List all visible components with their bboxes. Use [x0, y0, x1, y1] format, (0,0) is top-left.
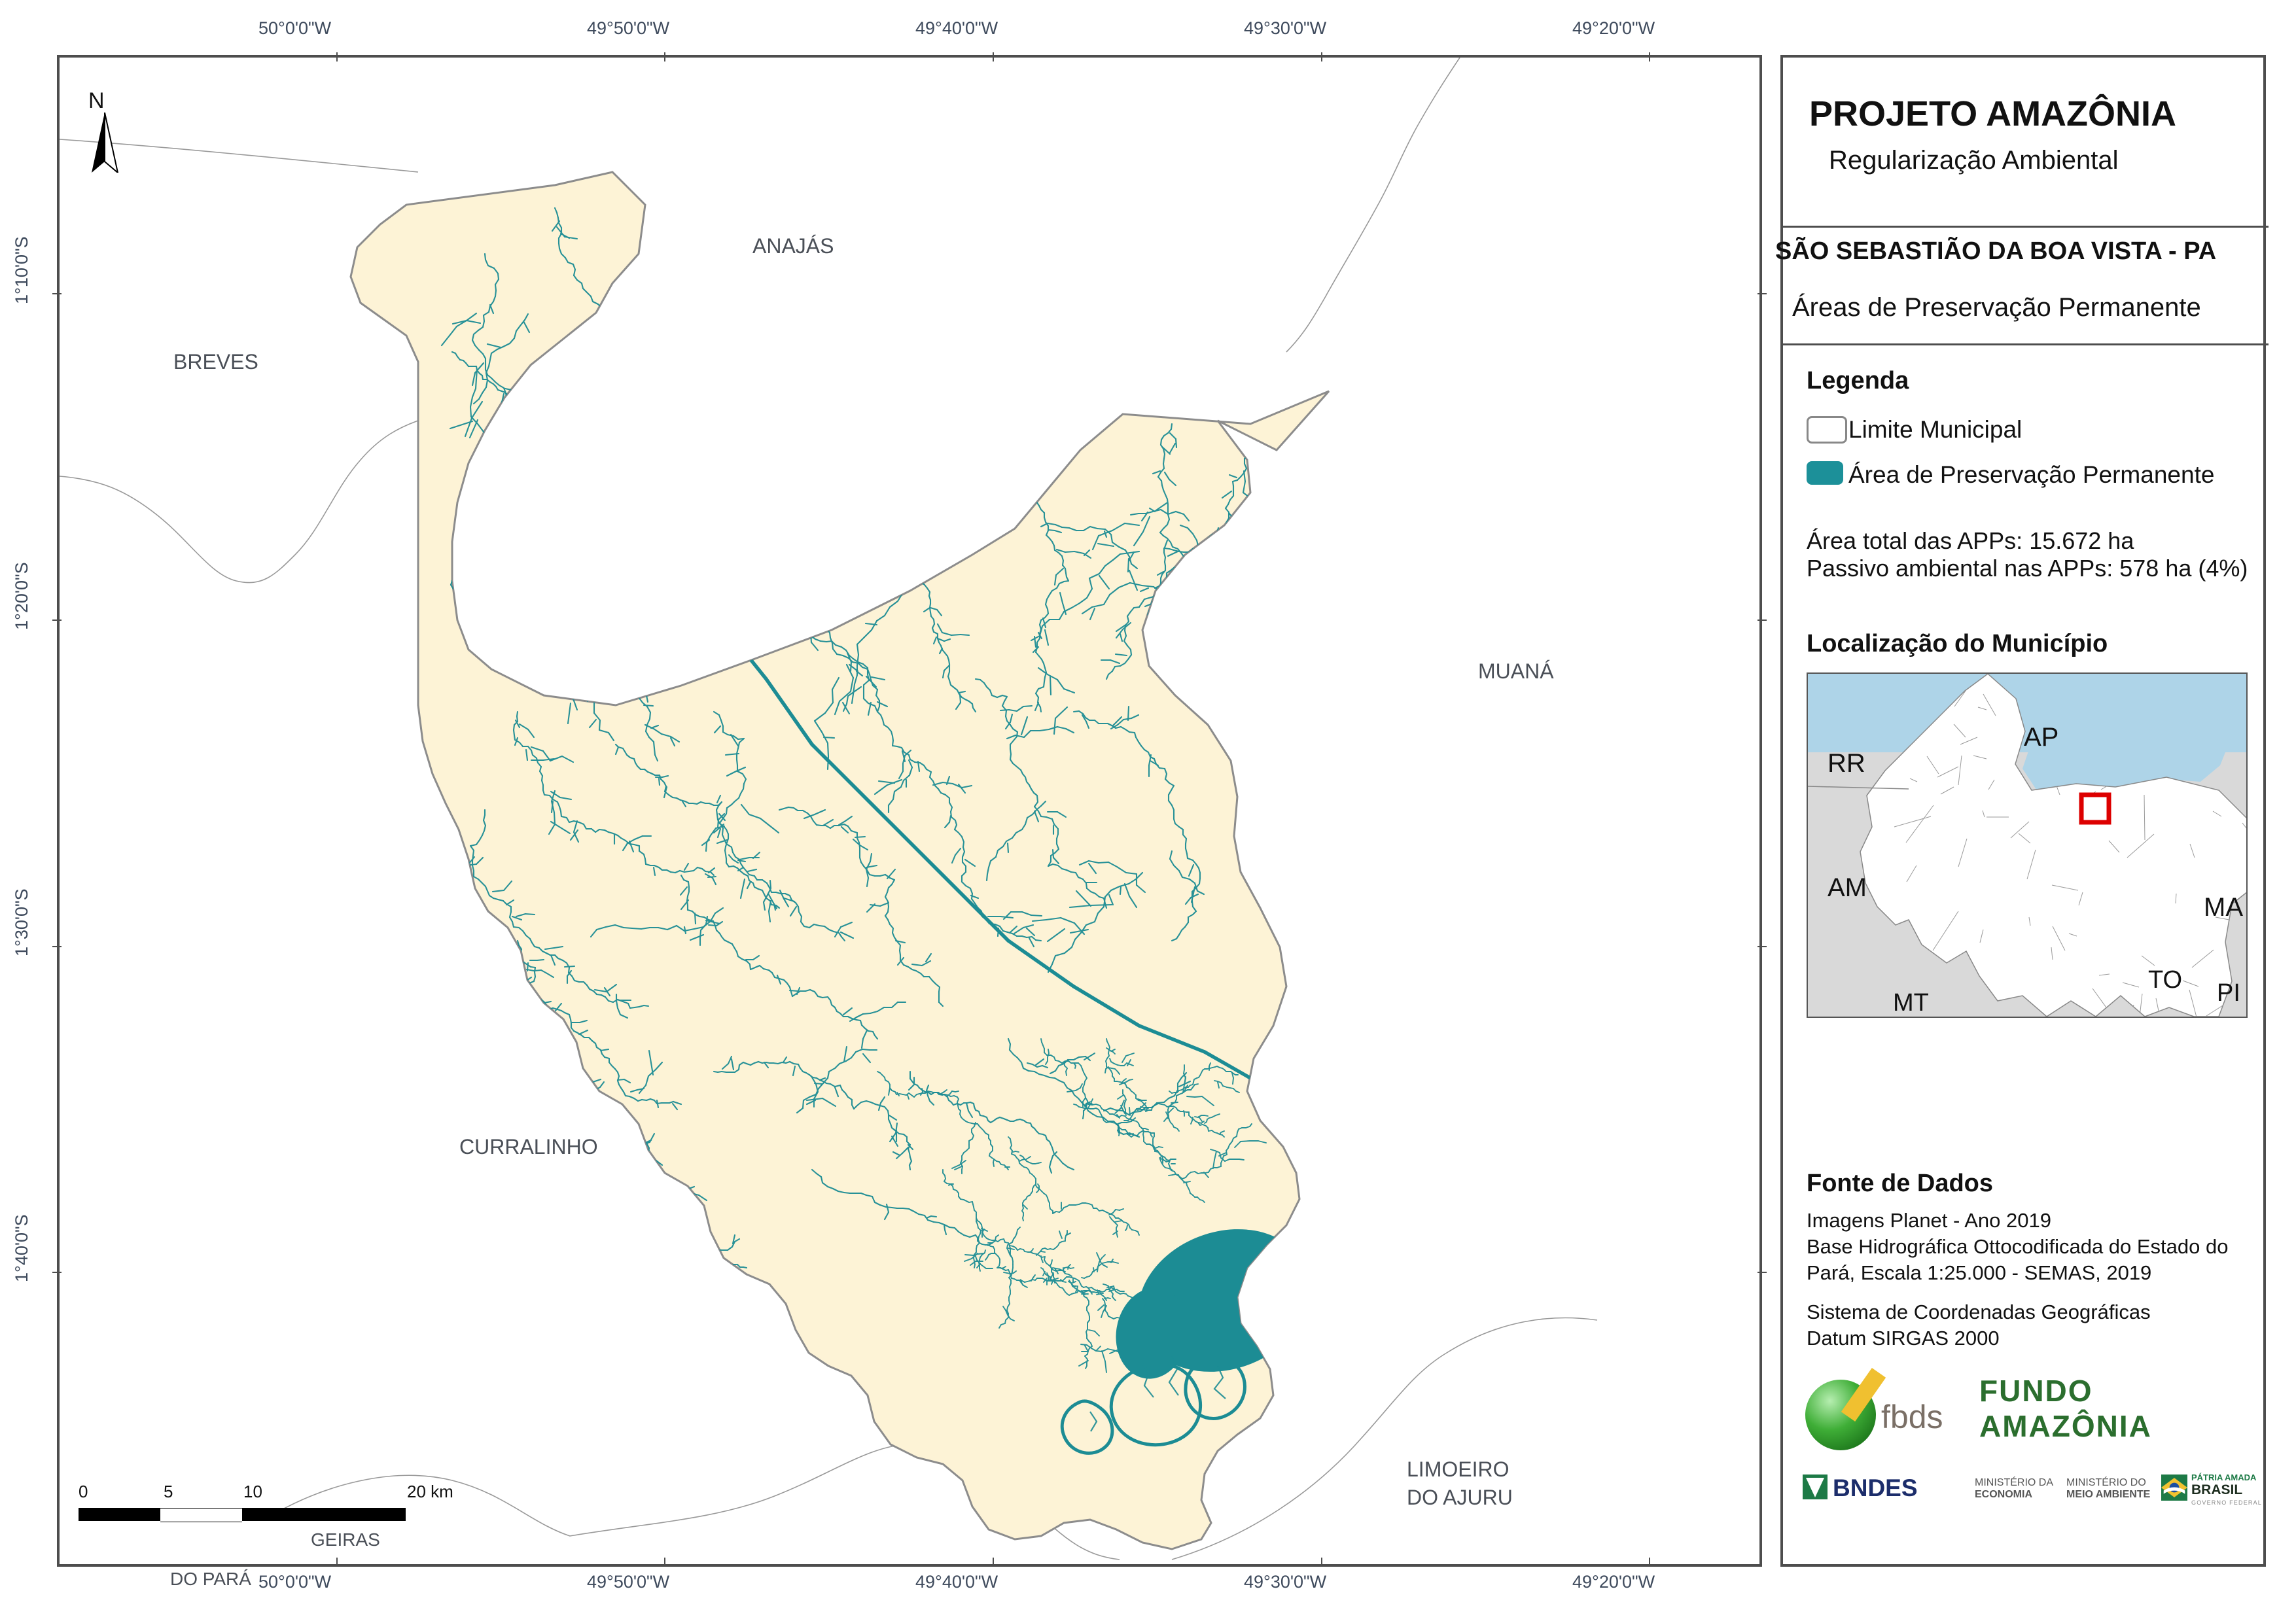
svg-text:fbds: fbds	[1881, 1399, 1943, 1435]
svg-text:AM: AM	[1828, 873, 1867, 902]
svg-text:RR: RR	[1828, 749, 1865, 778]
svg-text:BNDES: BNDES	[1833, 1475, 1918, 1501]
svg-text:MT: MT	[1893, 989, 1929, 1017]
svg-text:AP: AP	[2024, 723, 2058, 752]
svg-text:FUNDO: FUNDO	[1979, 1374, 2093, 1408]
svg-text:TO: TO	[2148, 966, 2182, 994]
svg-text:MA: MA	[2204, 893, 2243, 922]
svg-text:AMAZÔNIA: AMAZÔNIA	[1979, 1409, 2152, 1443]
svg-text:PI: PI	[2217, 979, 2240, 1007]
